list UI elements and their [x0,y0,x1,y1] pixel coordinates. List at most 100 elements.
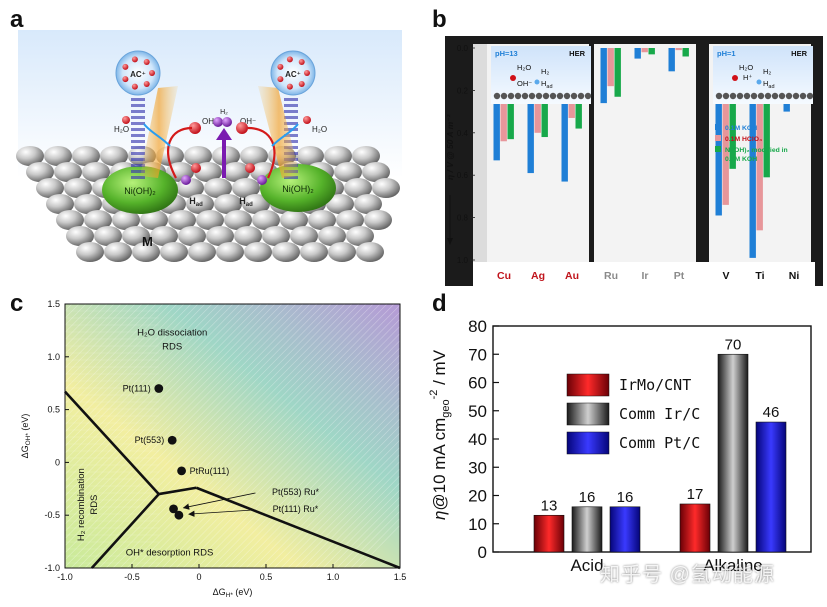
chart-b-inset-atom [507,92,515,100]
chart-b-inset-atom [542,92,550,100]
map-contour [161,325,400,568]
pillar-dash [284,110,298,113]
metal-atom [178,226,206,246]
metal-atom [214,194,242,214]
chart-b-ytick-label: 1.0 [457,256,469,265]
map-ylabel: ΔGOH* (eV) [20,414,32,459]
chart-b-inset-atom [757,92,765,100]
chart-b-bar [729,48,736,169]
chart-b-bar [527,48,534,174]
map-contour [280,446,400,568]
nioh-label-right: Ni(OH)₂ [282,184,314,194]
metal-atom [262,226,290,246]
chart-d-bar [609,506,641,553]
pillar-dash [131,134,145,137]
pillar-dash [284,122,298,125]
chart-b-legend-swatch [715,146,721,152]
metal-atom [222,162,250,182]
chart-b-inset-atom [570,92,578,100]
chart-b-inset-had: Had [763,79,775,90]
map-contour [105,304,367,568]
water-in-bubble [286,56,293,63]
metal-atom [140,210,168,230]
chart-b-inset-h2o: H₂O [739,63,753,72]
chart-b-inset-atom [736,92,744,100]
chart-b-inset-atom [528,92,536,100]
chart-b-bar [682,48,689,57]
oh-arrow-right [247,126,276,179]
map-background [65,304,400,568]
water-in-bubble [122,63,129,70]
chart-b-bar [561,48,568,182]
region-boundary [195,486,401,570]
metal-atom [46,194,74,214]
oh-label-right: OH⁻ [240,117,256,126]
map-contour [154,318,400,568]
h-adsorbate-right [257,175,267,185]
free-energy-map: -1.0 -0.5 0 0.5 1.0 1.5 1.5 1.0 0.5 0 -0.5 -1.0 ΔGH*… [20,299,406,599]
metal-atom [252,210,280,230]
water-in-bubble [298,80,305,87]
metal-atom [244,242,272,262]
map-contour [168,333,400,568]
map-point [169,504,178,514]
map-contour [238,404,400,568]
map-contour [91,304,353,568]
water-in-bubble [149,70,155,76]
chart-d-bars: 13 16 16 17 70 46 [533,336,787,553]
region-boundary [158,486,197,496]
map-contour [329,496,400,568]
map-contour [65,304,185,426]
chart-b-bar [607,48,614,87]
map-contour [65,304,297,539]
h2o-molecule-left [122,116,130,124]
beam-right [258,86,300,178]
water-in-bubble [143,80,150,87]
chart-b-yarrow-head [447,238,453,245]
metal-atom [216,242,244,262]
chart-b-axis-wall [473,44,487,262]
chart-b-inset-h2: H₂ [763,67,771,76]
chart-b-inset-atom [577,92,585,100]
map-ytick-label: 1.0 [47,352,60,362]
metal-atom [372,178,400,198]
map-contour [252,418,400,568]
map-contour [308,475,400,568]
map-xlabel: ΔGH* (eV) [213,587,253,599]
chart-d-bar [755,421,787,553]
chart-d-legend-swatch [566,373,610,397]
chart-b-bar [493,48,500,161]
metal-atom [72,146,100,166]
map-contour [343,510,400,568]
region-label-left: H₂ recombination [76,468,87,541]
metal-atom [112,210,140,230]
chart-d-ytick-label: 40 [468,430,487,449]
chart-b-category-label: Ni [789,270,800,282]
metal-atom [94,226,122,246]
chart-b-legend-swatch [715,135,721,141]
region-boundaries [64,390,401,570]
map-contour [266,432,400,568]
pillar-dash [284,98,298,101]
map-contour [65,304,136,376]
metal-atom [84,210,112,230]
h2-atom-1 [213,117,223,127]
metal-atom [132,242,160,262]
map-annotation-arrow [182,492,256,510]
water-flow-right [271,123,299,147]
metal-atom [186,194,214,214]
chart-b-inset-atom [778,92,786,100]
map-contour [98,304,360,568]
chart-b-inset-oxygen [732,75,738,81]
map-contour [126,304,388,568]
map-point-label: Pt(553) [135,435,165,445]
chart-d-ytick-label: 0 [478,543,487,562]
chart-b-inset-atom [549,92,557,100]
region-label-top: H₂O dissociation [137,328,207,339]
map-contour [322,489,400,568]
map-contour [65,304,234,476]
metal-atom [16,146,44,166]
chart-b-inset-atom [764,92,772,100]
map-xtick-label: -1.0 [57,572,73,582]
chart-d-legend: IrMo/CNT Comm Ir/C Comm Pt/C [566,373,700,455]
